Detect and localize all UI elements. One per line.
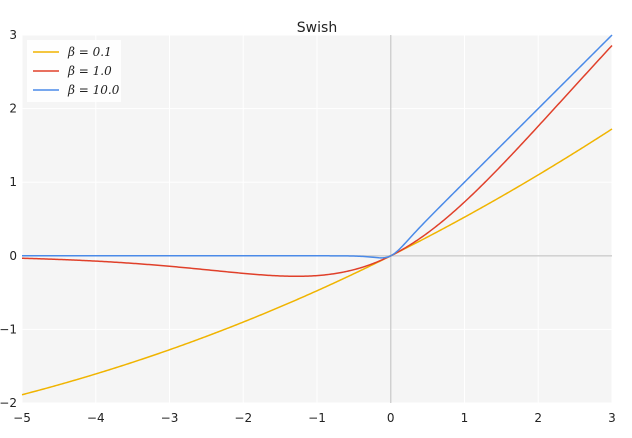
x-tick-label: −3: [161, 411, 179, 425]
y-axis-ticks: −2 −1 0 1 2 3: [0, 28, 17, 410]
x-axis-ticks: −5 −4 −3 −2 −1 0 1 2 3: [13, 411, 616, 425]
x-tick-label: 0: [387, 411, 395, 425]
series-lines: [21, 34, 613, 396]
series-line: [21, 128, 613, 396]
x-tick-label: −5: [13, 411, 31, 425]
y-tick-label: −1: [0, 322, 17, 336]
series-line: [21, 44, 613, 278]
chart-title: Swish: [297, 20, 337, 36]
x-tick-label: −1: [308, 411, 326, 425]
y-tick-label: 3: [9, 28, 17, 42]
legend-label: β = 10.0: [67, 83, 120, 97]
y-tick-label: 2: [9, 102, 17, 116]
x-tick-label: 2: [534, 411, 542, 425]
legend-label: β = 0.1: [67, 45, 112, 59]
x-tick-label: 1: [461, 411, 469, 425]
series-line: [22, 34, 613, 259]
legend: β = 0.1 β = 1.0 β = 10.0: [27, 40, 121, 102]
x-tick-label: −2: [234, 411, 252, 425]
x-tick-label: 3: [608, 411, 616, 425]
y-tick-label: 0: [9, 249, 17, 263]
legend-label: β = 1.0: [67, 64, 112, 78]
y-tick-label: 1: [9, 175, 17, 189]
y-tick-label: −2: [0, 396, 17, 410]
x-tick-label: −4: [87, 411, 105, 425]
